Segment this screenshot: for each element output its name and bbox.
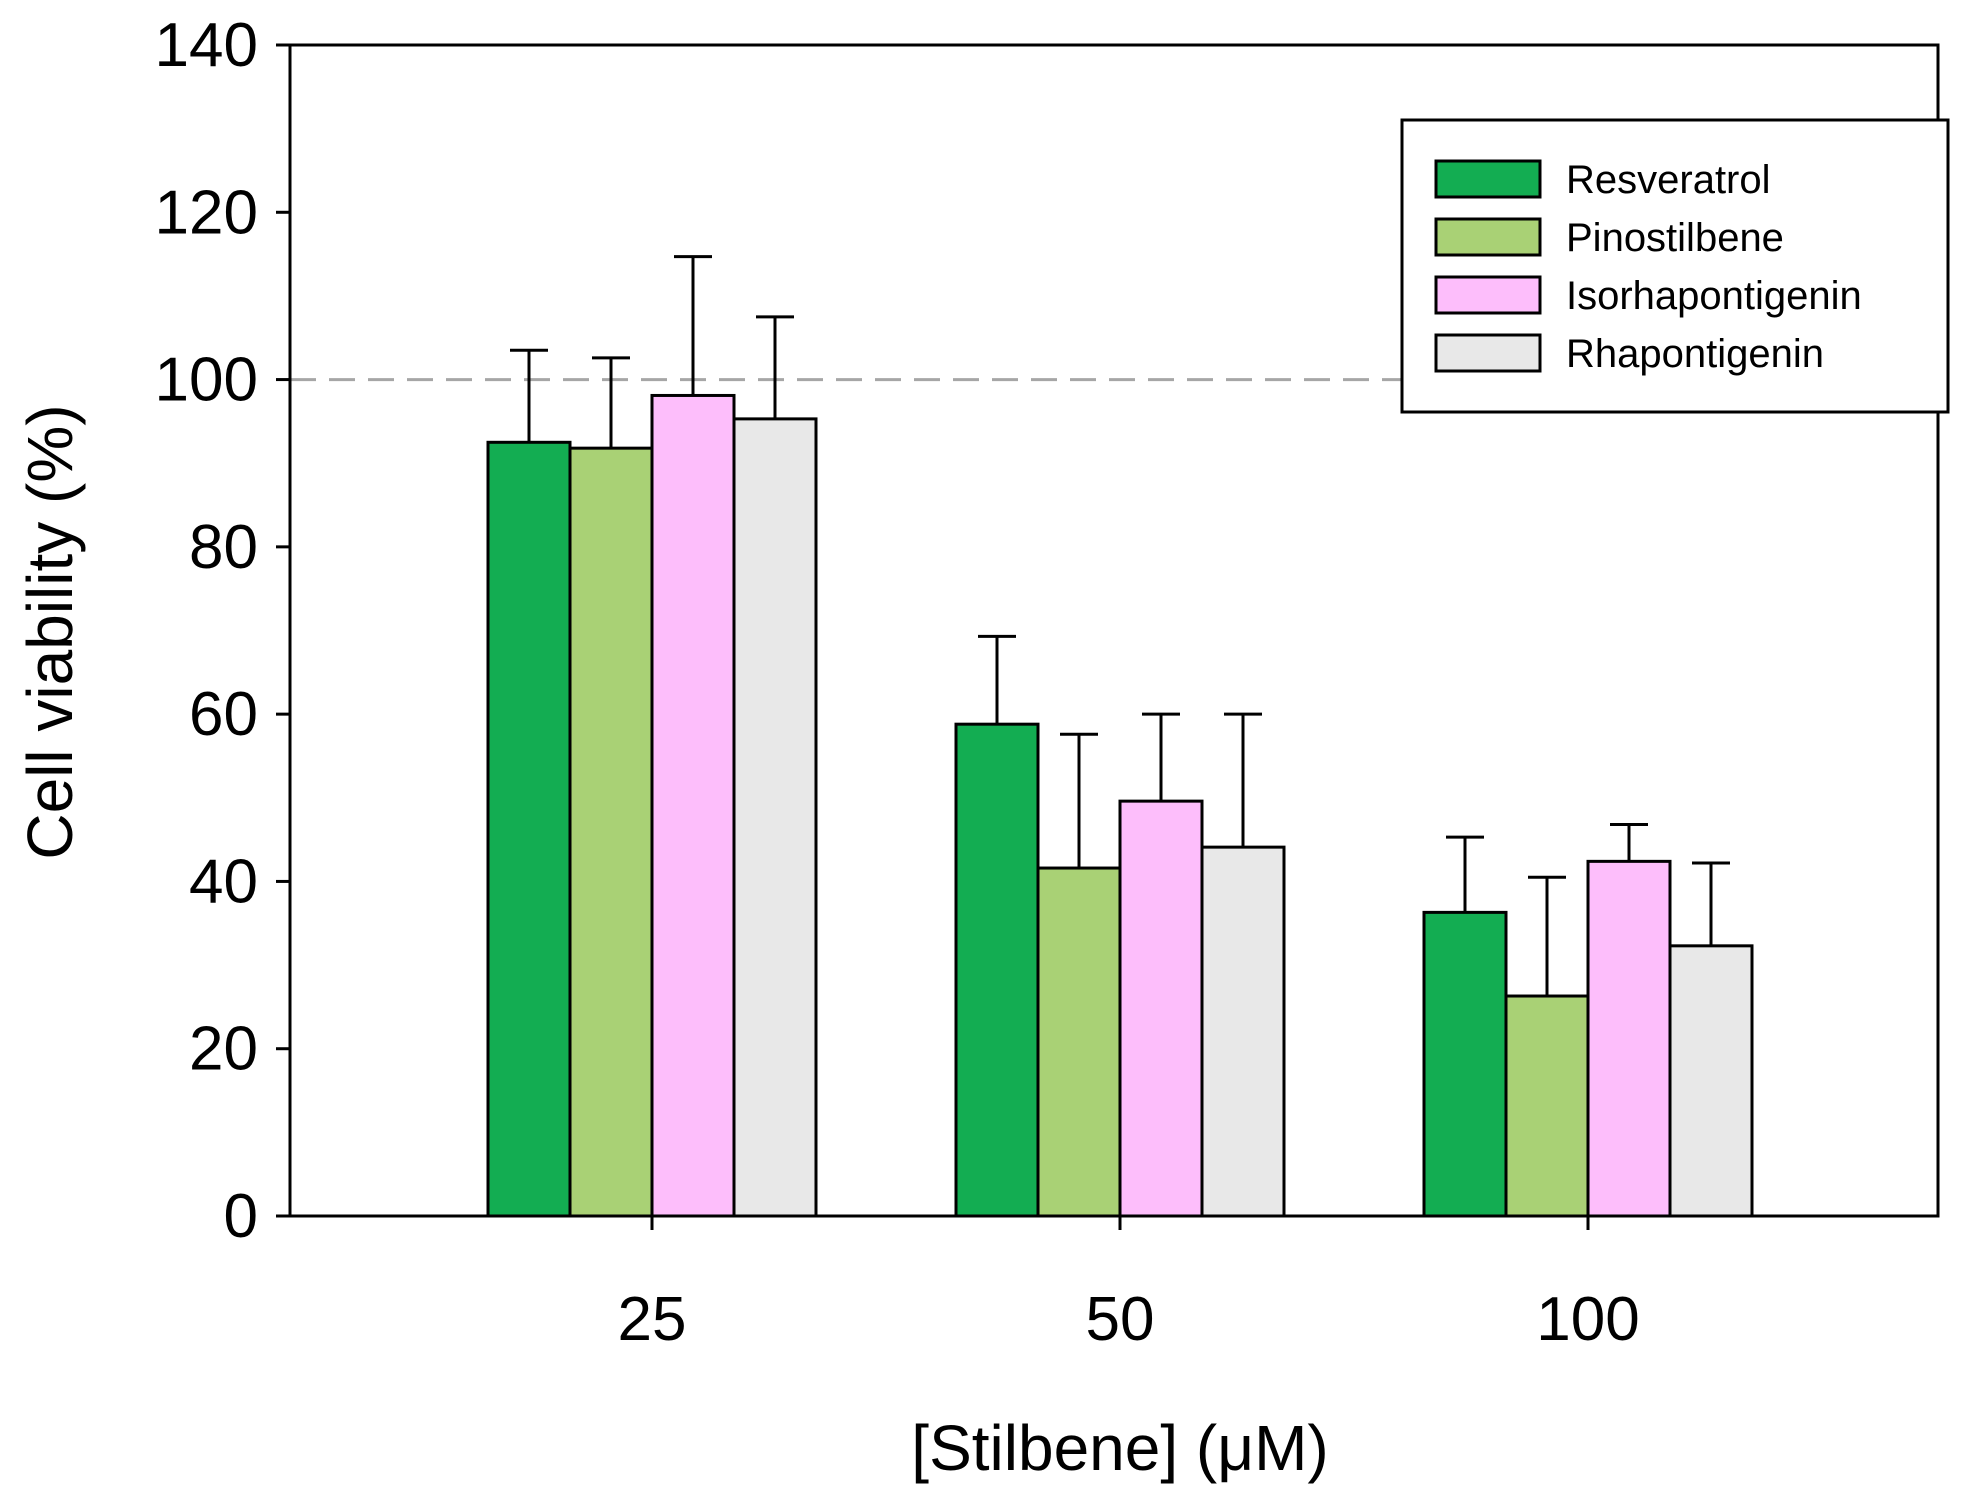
legend-swatch-isorhapontigenin (1434, 275, 1542, 315)
y-tick-label-0: 0 (224, 1182, 258, 1251)
error-bar-pinostilbene-50 (1060, 732, 1098, 869)
error-bar-pinostilbene-100 (1528, 875, 1566, 997)
x-tick-label-50: 50 (1086, 1285, 1155, 1354)
x-axis: 25 50 100 (618, 1216, 1640, 1354)
error-bars-layer (510, 255, 1730, 997)
legend-label-rhapontigenin: Rhapontigenin (1566, 332, 1824, 376)
bar-resveratrol-50 (954, 722, 1040, 1218)
y-axis: 0 20 40 60 80 100 120 140 (155, 11, 290, 1251)
bar-resveratrol-100 (1422, 910, 1508, 1218)
error-bar-isorhapontigenin-100 (1610, 823, 1648, 862)
bars-layer (486, 393, 1754, 1218)
y-axis-title: Cell viability (%) (14, 404, 86, 859)
error-bar-rhapontigenin-100 (1692, 861, 1730, 946)
error-bar-rhapontigenin-50 (1224, 712, 1262, 848)
error-bar-rhapontigenin-25 (756, 315, 794, 419)
y-tick-label-80: 80 (189, 513, 258, 582)
y-tick-label-60: 60 (189, 680, 258, 749)
error-bar-isorhapontigenin-25 (674, 255, 712, 396)
bar-isorhapontigenin-25 (650, 393, 736, 1218)
y-tick-label-40: 40 (189, 847, 258, 916)
bar-rhapontigenin-25 (732, 417, 818, 1218)
bar-resveratrol-25 (486, 440, 572, 1218)
x-tick-label-25: 25 (618, 1285, 687, 1354)
bar-isorhapontigenin-100 (1586, 859, 1672, 1218)
x-axis-title: [Stilbene] (μM) (911, 1412, 1328, 1484)
legend-swatch-pinostilbene (1434, 217, 1542, 257)
bar-rhapontigenin-50 (1200, 845, 1286, 1218)
legend-label-pinostilbene: Pinostilbene (1566, 216, 1784, 260)
legend: Resveratrol Pinostilbene Isorhapontigenin R… (1400, 118, 1950, 414)
bar-pinostilbene-50 (1036, 866, 1122, 1218)
bar-rhapontigenin-100 (1668, 944, 1754, 1218)
error-bar-resveratrol-25 (510, 348, 548, 443)
error-bar-resveratrol-50 (978, 634, 1016, 725)
bar-pinostilbene-25 (568, 446, 654, 1218)
y-tick-label-120: 120 (155, 178, 258, 247)
x-tick-label-100: 100 (1536, 1285, 1639, 1354)
bar-pinostilbene-100 (1504, 994, 1590, 1218)
y-tick-label-100: 100 (155, 346, 258, 415)
legend-swatch-rhapontigenin (1434, 333, 1542, 373)
error-bar-isorhapontigenin-50 (1142, 712, 1180, 802)
error-bar-resveratrol-100 (1446, 835, 1484, 913)
legend-label-isorhapontigenin: Isorhapontigenin (1566, 274, 1862, 318)
plot-frame (288, 43, 1940, 1218)
y-tick-label-140: 140 (155, 11, 258, 80)
y-tick-label-20: 20 (189, 1015, 258, 1084)
legend-swatch-resveratrol (1434, 159, 1542, 199)
legend-label-resveratrol: Resveratrol (1566, 158, 1771, 202)
error-bar-pinostilbene-25 (592, 356, 630, 449)
bar-isorhapontigenin-50 (1118, 799, 1204, 1218)
